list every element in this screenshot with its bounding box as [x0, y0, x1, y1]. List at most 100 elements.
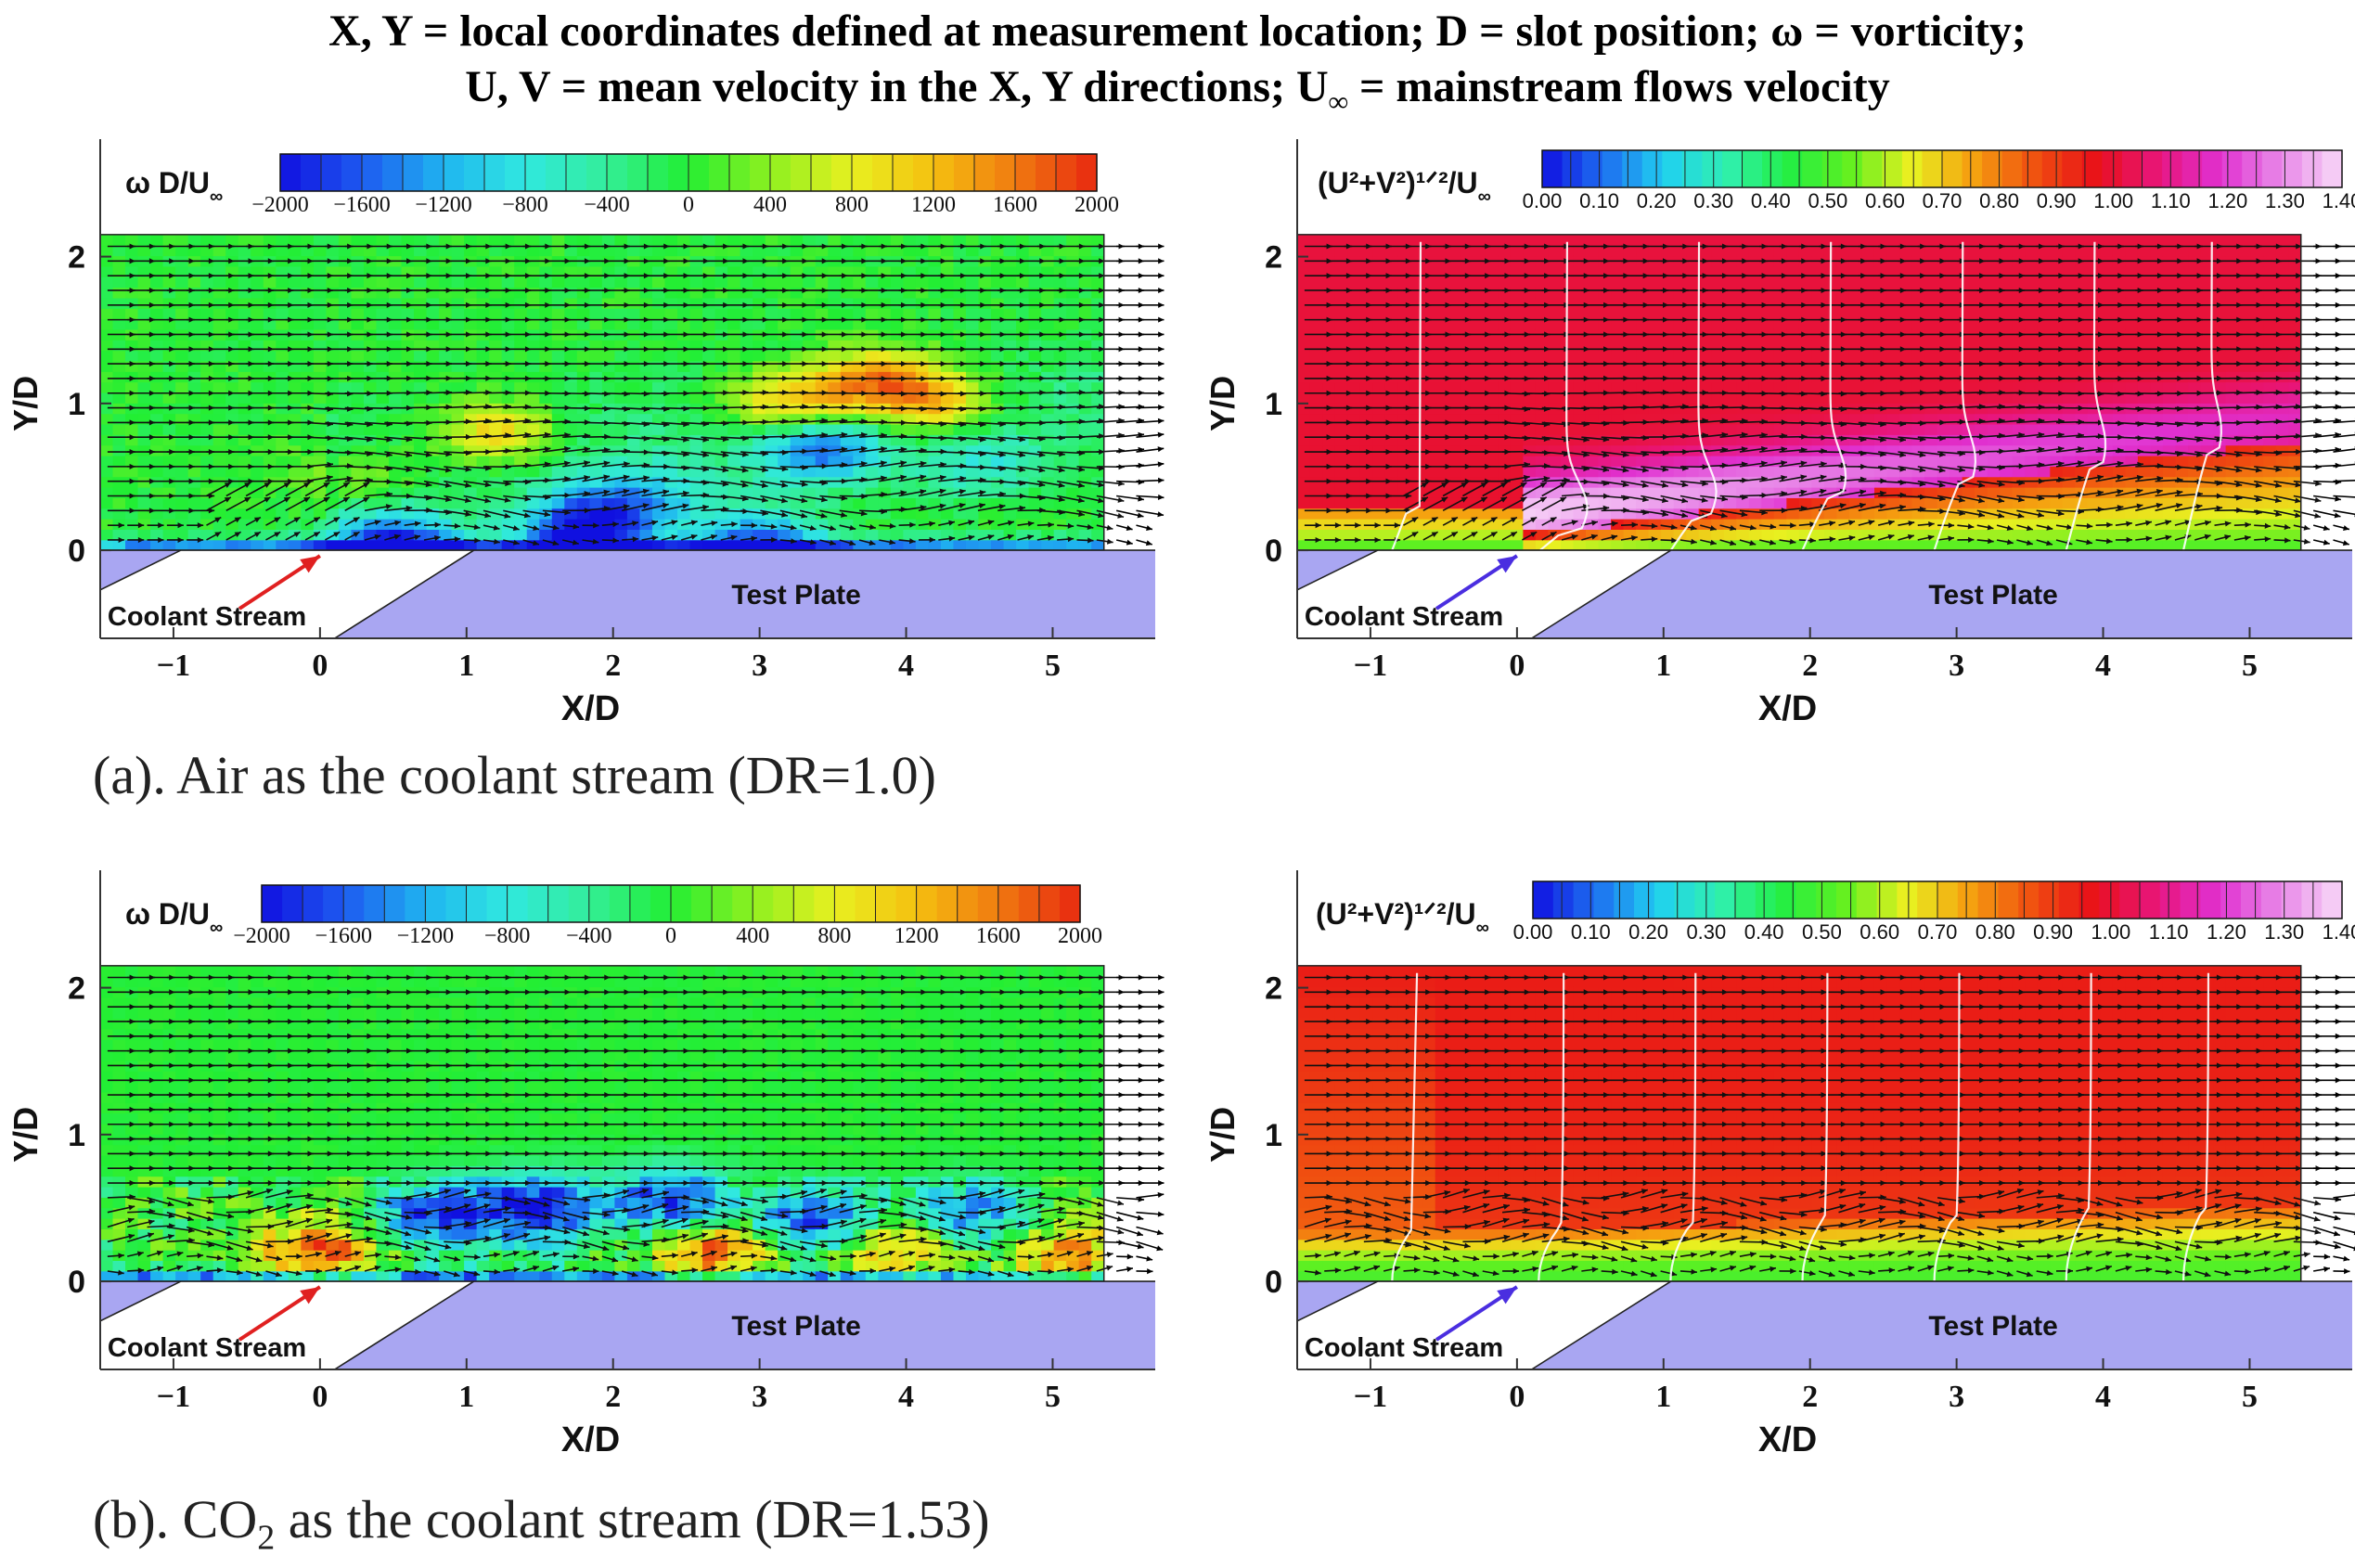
contour-cell — [363, 497, 378, 509]
contour-cell — [489, 423, 503, 435]
contour-cell — [853, 455, 867, 467]
contour-cell — [150, 423, 164, 435]
coolant-channel — [100, 550, 474, 638]
contour-cell — [903, 487, 917, 498]
contour-cell — [803, 455, 817, 467]
contour-cell — [1028, 318, 1042, 330]
contour-cell — [1372, 539, 1386, 551]
contour-cell — [903, 360, 917, 372]
contour-cell — [1384, 308, 1398, 320]
contour-cell — [1347, 444, 1361, 456]
contour-cell — [1078, 234, 1092, 246]
contour-cell — [326, 245, 340, 257]
contour-cell — [765, 350, 779, 362]
contour-cell — [1297, 487, 1311, 498]
contour-cell — [288, 340, 302, 352]
contour-cell — [1322, 360, 1336, 372]
contour-cell — [790, 519, 804, 530]
contour-cell — [1297, 392, 1311, 404]
contour-cell — [765, 403, 779, 415]
contour-cell — [263, 455, 277, 467]
contour-cell — [601, 276, 615, 289]
contour-cell — [740, 529, 753, 541]
contour-cell — [564, 340, 578, 352]
contour-cell — [965, 392, 980, 404]
contour-cell — [276, 519, 290, 530]
contour-cell — [1309, 539, 1323, 551]
contour-cell — [1066, 403, 1080, 415]
contour-cell — [978, 539, 992, 551]
contour-cell — [175, 497, 189, 509]
contour-cell — [414, 371, 428, 383]
contour-cell — [414, 350, 428, 362]
contour-cell — [200, 539, 214, 551]
contour-cell — [765, 297, 779, 309]
contour-cell — [928, 466, 942, 478]
contour-cell — [489, 318, 503, 330]
contour-cell — [1309, 487, 1323, 498]
contour-cell — [1297, 297, 1311, 309]
vector-arrowhead — [1078, 510, 1085, 518]
contour-cell — [388, 444, 403, 456]
contour-cell — [878, 350, 892, 362]
vector-arrowhead — [293, 532, 301, 538]
contour-cell — [313, 423, 327, 435]
contour-cell — [150, 455, 164, 467]
contour-cell — [664, 519, 678, 530]
contour-cell — [1297, 287, 1311, 299]
contour-cell — [614, 276, 628, 289]
contour-cell — [100, 434, 114, 446]
contour-cell — [1016, 508, 1030, 520]
contour-cell — [840, 529, 854, 541]
contour-cell — [1066, 392, 1080, 404]
contour-cell — [1078, 371, 1092, 383]
contour-cell — [803, 318, 817, 330]
contour-cell — [1309, 287, 1323, 299]
contour-cell — [1041, 381, 1055, 393]
contour-cell — [313, 381, 327, 393]
contour-cell — [1003, 434, 1017, 446]
contour-cell — [501, 497, 515, 509]
contour-cell — [1091, 444, 1104, 456]
contour-cell — [1028, 423, 1042, 435]
contour-cell — [150, 444, 164, 456]
contour-cell — [376, 392, 390, 404]
contour-cell — [740, 340, 753, 352]
contour-cell — [251, 297, 264, 309]
contour-cell — [388, 276, 403, 289]
contour-cell — [664, 381, 678, 393]
contour-cell — [238, 539, 251, 551]
contour-cell — [702, 434, 716, 446]
contour-cell — [414, 276, 428, 289]
contour-cell — [464, 297, 478, 309]
contour-cell — [1003, 297, 1017, 309]
contour-cell — [1028, 444, 1042, 456]
contour-cell — [1078, 487, 1092, 498]
contour-cell — [225, 466, 239, 478]
contour-cell — [338, 434, 353, 446]
contour-cell — [727, 392, 741, 404]
contour-cell — [753, 245, 766, 257]
contour-cell — [626, 340, 641, 352]
vector-arrowhead — [643, 475, 650, 482]
colorbar-segment — [403, 154, 424, 191]
vector-arrowhead — [465, 511, 471, 518]
contour-cell — [601, 434, 615, 446]
contour-cell — [338, 519, 353, 530]
contour-cell — [576, 539, 590, 551]
vector-arrowhead — [820, 496, 828, 503]
vector-arrowhead — [584, 474, 590, 481]
contour-cell — [351, 455, 365, 467]
contour-cell — [351, 434, 365, 446]
contour-cell — [1347, 519, 1361, 530]
contour-cell — [702, 413, 716, 425]
contour-cell — [828, 497, 842, 509]
contour-cell — [200, 350, 214, 362]
contour-cell — [212, 371, 226, 383]
contour-cell — [150, 234, 164, 246]
contour-cell — [263, 360, 277, 372]
colorbar-segment — [729, 154, 751, 191]
contour-cell — [376, 519, 390, 530]
contour-cell — [576, 423, 590, 435]
vector-arrowhead — [1126, 525, 1133, 532]
